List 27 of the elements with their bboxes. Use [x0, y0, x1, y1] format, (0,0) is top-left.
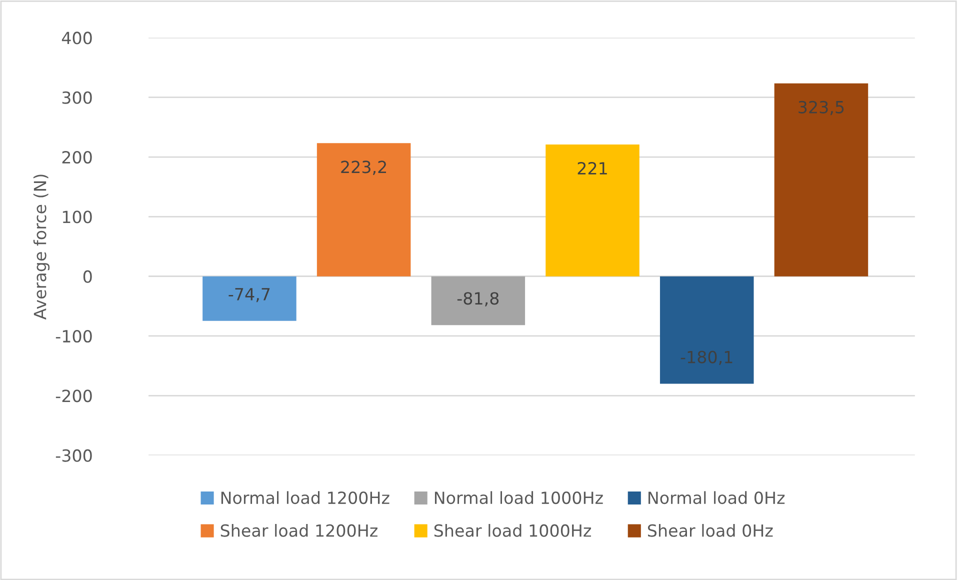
y-tick-label: -200 [56, 390, 92, 402]
y-tick-label: 300 [62, 91, 92, 104]
legend-label: Shear load 1000Hz [434, 524, 591, 537]
y-tick-label: 100 [62, 210, 92, 224]
data-label: 323,5 [798, 100, 844, 116]
y-tick-label: 0 [83, 270, 92, 283]
legend-label: Shear load 0Hz [648, 524, 773, 537]
data-label: 223,2 [341, 160, 386, 175]
data-label: -81,8 [457, 292, 499, 306]
bar [660, 276, 754, 384]
data-label: -74,7 [228, 288, 270, 302]
data-label: -180,1 [680, 350, 732, 366]
bar [202, 276, 296, 321]
bar [774, 83, 868, 276]
legend-label: Normal load 0Hz [648, 491, 785, 504]
legend-label: Normal load 1200Hz [221, 491, 390, 504]
y-tick-label: -300 [56, 449, 92, 462]
y-tick-label: -100 [56, 330, 92, 343]
y-axis-title: Average force (N) [33, 174, 50, 320]
legend-label: Shear load 1200Hz [220, 524, 378, 537]
bar [316, 143, 411, 276]
legend-label: Normal load 1000Hz [434, 491, 603, 504]
data-label: 221 [578, 162, 607, 174]
y-tick-label: 400 [62, 32, 92, 44]
bar [546, 144, 640, 276]
y-tick-label: 200 [62, 150, 92, 164]
bar [431, 276, 526, 326]
